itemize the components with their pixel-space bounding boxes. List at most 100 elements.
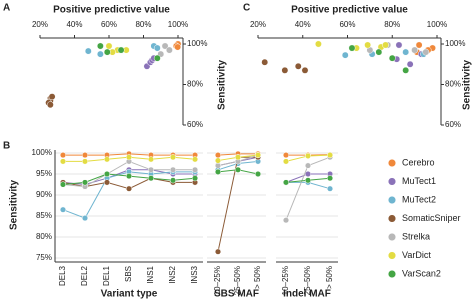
point [46,101,54,109]
y-tick-label: 80% [187,80,203,89]
point [125,154,133,161]
x-axis-title: Variant type [101,289,158,300]
point [103,48,111,56]
point [234,166,242,173]
x-tick-label: DEL2 [80,265,89,286]
point [341,51,349,59]
x-tick-label: INS2 [168,265,177,283]
point [382,41,389,49]
point [282,179,290,186]
x-tick-label: 25–50% [233,266,242,295]
point [48,93,56,101]
x-axis-title: Positive predictive value [53,5,170,16]
point [388,54,396,62]
y-tick-label: 85% [36,211,52,220]
point [415,41,423,49]
point [81,215,89,222]
legend-marker [387,177,397,186]
point [282,217,290,224]
point [59,152,67,159]
point [406,60,414,68]
point [261,58,269,66]
panel-label: C [243,3,250,14]
x-tick-label: > 50% [253,266,262,289]
legend-label: SomaticSniper [402,213,461,223]
point [214,168,222,175]
legend-marker [387,232,397,242]
y-tick-label: 80% [36,232,52,241]
x-tick-label: 20% [250,20,266,29]
x-tick-label: 40% [66,20,82,29]
point [326,185,334,192]
x-tick-label: INS1 [146,265,155,283]
point [214,162,222,169]
panel-label: B [3,141,10,152]
point [125,185,133,192]
point [422,48,430,56]
x-tick-label: 60% [101,20,117,29]
legend-label: VarDict [402,250,431,260]
point [81,158,89,165]
point [191,175,199,182]
y-axis-title: Sensitivity [9,180,20,230]
point [96,50,104,58]
y-tick-label: 100% [445,39,465,48]
point [214,152,222,159]
x-tick-label: 100% [427,20,447,29]
x-tick-label: 100% [168,20,188,29]
point [59,158,67,165]
legend-label: Cerebro [402,157,435,167]
point [304,152,312,159]
x-axis-title: Indel MAF [283,289,331,300]
panel-label: A [3,3,10,14]
y-tick-label: 75% [36,253,52,262]
x-tick-label: 10–25% [281,266,290,295]
point [214,248,222,255]
legend-marker [387,195,397,205]
legend-marker [387,214,397,223]
point [103,179,111,186]
x-tick-label: 80% [135,20,151,29]
point [153,54,161,62]
legend-marker [387,158,397,168]
x-axis-title: SBS MAF [214,289,259,300]
y-tick-label: 80% [445,80,461,89]
point [402,66,410,74]
point [282,152,290,159]
x-tick-label: 25–50% [303,266,312,295]
point [153,44,161,52]
point [326,152,334,159]
point [96,42,104,50]
point [411,46,419,54]
y-tick-label: 100% [32,148,52,157]
point [81,152,89,159]
y-tick-label: 60% [445,120,461,129]
point [125,173,133,180]
point [169,166,177,173]
y-tick-label: 60% [187,120,203,129]
legend-label: MuTect2 [402,194,436,204]
point [103,170,111,178]
point [348,44,356,52]
point [191,156,199,163]
point [304,162,312,169]
point [282,158,290,165]
y-tick-label: 95% [36,169,52,178]
point [169,177,177,184]
legend-marker [387,251,397,260]
point [254,152,262,159]
point [147,166,155,173]
legend-label: MuTect1 [402,176,436,186]
point [147,175,155,182]
x-tick-label: DEL1 [102,265,111,286]
x-axis-title: Positive predictive value [291,5,408,16]
point [59,206,67,213]
x-tick-label: > 50% [325,266,334,289]
x-tick-label: DEL3 [58,265,67,286]
point [395,41,403,49]
legend-marker [387,269,397,279]
point [326,175,334,182]
x-tick-label: 20% [32,20,48,29]
point [105,42,113,50]
